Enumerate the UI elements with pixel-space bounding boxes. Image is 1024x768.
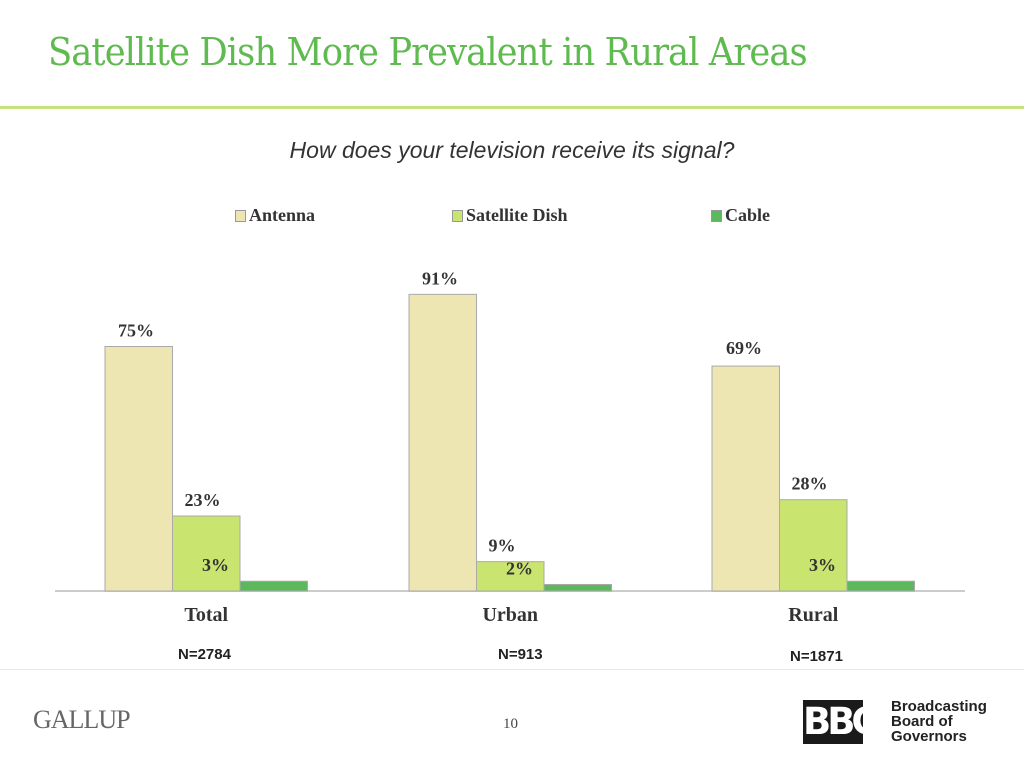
data-label: 28% (792, 474, 828, 494)
n-rural: N=1871 (790, 648, 843, 665)
data-label: 91% (422, 268, 458, 288)
data-label: 75% (118, 321, 154, 341)
data-label: 23% (185, 490, 221, 510)
gallup-logo: GALLUP (33, 705, 131, 734)
bbg-line: Board of (891, 713, 953, 730)
bbg-name: Broadcasting Board of Governors (891, 699, 1011, 744)
bar-cable (846, 580, 915, 592)
legend-swatch (235, 209, 246, 222)
legend-label: Satellite Dish (466, 205, 568, 225)
bar-satellite-dish (172, 515, 241, 592)
bar-antenna (711, 365, 780, 592)
n-urban: N=913 (498, 646, 543, 663)
legend-satellite: Satellite Dish (452, 205, 568, 226)
data-label: 3% (809, 555, 836, 575)
bar-chart: 75% 23% 3% Total 91% 9%2% Urban 69% 28% 3% Rural (55, 268, 965, 626)
category-label: Total (184, 604, 228, 626)
legend-swatch (452, 209, 463, 222)
category-label: Urban (482, 604, 538, 626)
slide-title: Satellite Dish More Prevalent in Rural A… (48, 30, 808, 74)
legend-label: Cable (725, 205, 770, 225)
legend-antenna: Antenna (235, 205, 315, 226)
footer-divider (0, 669, 1024, 670)
legend-swatch (711, 209, 722, 222)
page-number: 10 (503, 716, 518, 732)
chart-question: How does your television receive its sig… (289, 137, 735, 163)
category-label: Rural (788, 604, 838, 626)
bar-antenna (408, 293, 477, 592)
bbg-line: Governors (891, 728, 967, 745)
title-divider (0, 106, 1024, 109)
legend-cable: Cable (711, 205, 770, 226)
bar-cable (543, 583, 612, 592)
data-label: 69% (726, 338, 762, 358)
data-label: 3% (202, 555, 229, 575)
bar-satellite-dish (779, 499, 848, 592)
bar-satellite-dish (476, 561, 545, 592)
legend-label: Antenna (249, 205, 316, 225)
data-label: 2% (506, 558, 533, 578)
bbg-logo: BBG (803, 700, 882, 744)
bbg-line: Broadcasting (891, 698, 987, 715)
bar-antenna (104, 346, 173, 592)
data-label: 9% (489, 536, 516, 556)
bar-cable (239, 580, 308, 592)
n-total: N=2784 (178, 646, 231, 663)
